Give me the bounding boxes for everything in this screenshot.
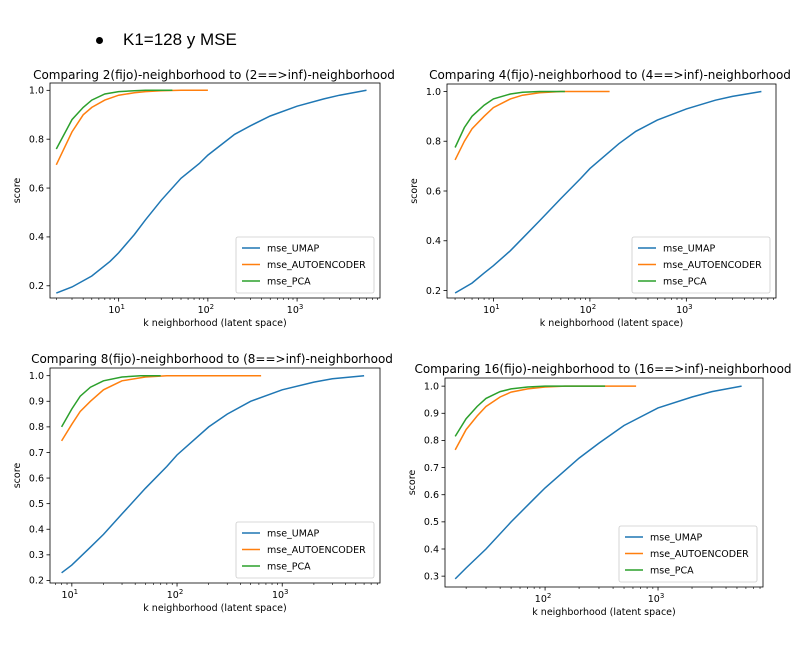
series-line-mse_UMAP: [454, 90, 762, 294]
x-tick-label: 103: [676, 303, 693, 316]
legend-label-mse_PCA: mse_PCA: [267, 276, 311, 287]
x-tick-label: 101: [108, 303, 125, 316]
heading-text: K1=128 y MSE: [123, 30, 237, 49]
y-tick-label: 0.6: [29, 473, 44, 484]
chart-panel-4: Comparing 16(fijo)-neighborhood to (16==…: [407, 362, 792, 618]
y-tick-label: 0.2: [29, 281, 44, 292]
y-tick-label: 0.4: [29, 232, 44, 243]
legend-box: [618, 525, 758, 583]
y-tick-label: 0.8: [424, 436, 439, 447]
series-line-mse_PCA: [454, 90, 565, 148]
y-tick-label: 0.9: [29, 397, 44, 408]
legend: mse_UMAP mse_AUTOENCODER mse_PCA: [235, 521, 375, 579]
legend-label-mse_UMAP: mse_UMAP: [267, 528, 319, 539]
x-tick-label: 102: [198, 303, 215, 316]
x-tick-label: 103: [272, 588, 289, 601]
chart-panel-3: Comparing 8(fijo)-neighborhood to (8==>i…: [12, 352, 393, 614]
y-tick-label: 0.4: [29, 525, 44, 536]
y-tick-label: 0.7: [29, 448, 44, 459]
x-tick-label: 103: [648, 592, 665, 605]
series-line-mse_UMAP: [61, 374, 365, 574]
x-tick-label: 103: [287, 303, 304, 316]
series-line-mse_AUTOENCODER: [454, 385, 637, 451]
legend-label-mse_AUTOENCODER: mse_AUTOENCODER: [267, 545, 366, 556]
x-tick-label: 102: [535, 592, 552, 605]
y-axis-label: score: [409, 178, 420, 204]
chart-title: Comparing 4(fijo)-neighborhood to (4==>i…: [429, 68, 791, 82]
y-tick-label: 0.7: [424, 463, 439, 474]
chart-title: Comparing 16(fijo)-neighborhood to (16==…: [414, 362, 791, 376]
chart-panel-1: Comparing 2(fijo)-neighborhood to (2==>i…: [12, 68, 395, 329]
y-tick-label: 0.6: [29, 183, 44, 194]
series-line-mse_PCA: [55, 89, 173, 150]
y-tick-label: 0.8: [29, 134, 44, 145]
chart-title: Comparing 2(fijo)-neighborhood to (2==>i…: [33, 68, 395, 82]
legend-box: [235, 521, 375, 579]
series-line-mse_UMAP: [454, 385, 742, 580]
y-tick-label: 0.3: [424, 571, 439, 582]
y-tick-label: 0.4: [426, 236, 441, 247]
chart-title: Comparing 8(fijo)-neighborhood to (8==>i…: [31, 352, 393, 366]
x-axis-label: k neighborhood (latent space): [532, 607, 675, 618]
y-tick-label: 0.4: [424, 544, 439, 555]
y-tick-label: 0.2: [426, 286, 441, 297]
y-tick-label: 0.8: [29, 422, 44, 433]
y-tick-label: 0.8: [426, 137, 441, 148]
y-tick-label: 0.2: [29, 576, 44, 587]
x-tick-label: 102: [580, 303, 597, 316]
x-tick-label: 102: [167, 588, 184, 601]
y-tick-label: 0.9: [424, 409, 439, 420]
legend-label-mse_UMAP: mse_UMAP: [663, 243, 715, 254]
legend-label-mse_PCA: mse_PCA: [663, 276, 707, 287]
y-tick-label: 0.3: [29, 550, 44, 561]
legend-label-mse_AUTOENCODER: mse_AUTOENCODER: [650, 549, 749, 560]
y-tick-label: 0.5: [424, 517, 439, 528]
y-tick-label: 1.0: [424, 381, 439, 392]
series-line-mse_AUTOENCODER: [55, 89, 208, 166]
y-tick-label: 0.6: [424, 490, 439, 501]
legend: mse_UMAP mse_AUTOENCODER mse_PCA: [618, 525, 758, 583]
plot-frame: [444, 377, 764, 588]
legend-label-mse_AUTOENCODER: mse_AUTOENCODER: [267, 260, 366, 271]
legend-label-mse_UMAP: mse_UMAP: [650, 532, 702, 543]
plot-frame: [49, 82, 381, 299]
y-tick-label: 1.0: [29, 371, 44, 382]
plot-frame: [49, 367, 381, 584]
y-tick-label: 1.0: [426, 87, 441, 98]
y-axis-label: score: [12, 463, 23, 489]
legend-label-mse_AUTOENCODER: mse_AUTOENCODER: [663, 260, 762, 271]
series-line-mse_AUTOENCODER: [454, 90, 610, 161]
legend-label-mse_UMAP: mse_UMAP: [267, 243, 319, 254]
y-tick-label: 0.5: [29, 499, 44, 510]
legend-box: [631, 236, 771, 294]
series-line-mse_PCA: [60, 374, 161, 428]
y-axis-label: score: [407, 470, 418, 496]
chart-panel-2: Comparing 4(fijo)-neighborhood to (4==>i…: [409, 68, 791, 329]
x-tick-label: 101: [62, 588, 79, 601]
bullet-icon: [96, 36, 103, 44]
x-axis-label: k neighborhood (latent space): [540, 318, 683, 329]
legend-label-mse_PCA: mse_PCA: [267, 561, 311, 572]
y-axis-label: score: [12, 178, 23, 204]
series-line-mse_UMAP: [56, 89, 367, 294]
series-line-mse_AUTOENCODER: [60, 374, 262, 442]
legend: mse_UMAP mse_AUTOENCODER mse_PCA: [235, 236, 375, 294]
x-tick-label: 101: [483, 303, 500, 316]
heading: K1=128 y MSE: [96, 30, 237, 50]
series-line-mse_PCA: [454, 385, 606, 437]
legend-box: [235, 236, 375, 294]
legend-label-mse_PCA: mse_PCA: [650, 565, 694, 576]
y-tick-label: 0.6: [426, 186, 441, 197]
x-axis-label: k neighborhood (latent space): [143, 603, 286, 614]
legend: mse_UMAP mse_AUTOENCODER mse_PCA: [631, 236, 771, 294]
x-axis-label: k neighborhood (latent space): [143, 318, 286, 329]
y-tick-label: 1.0: [29, 86, 44, 97]
